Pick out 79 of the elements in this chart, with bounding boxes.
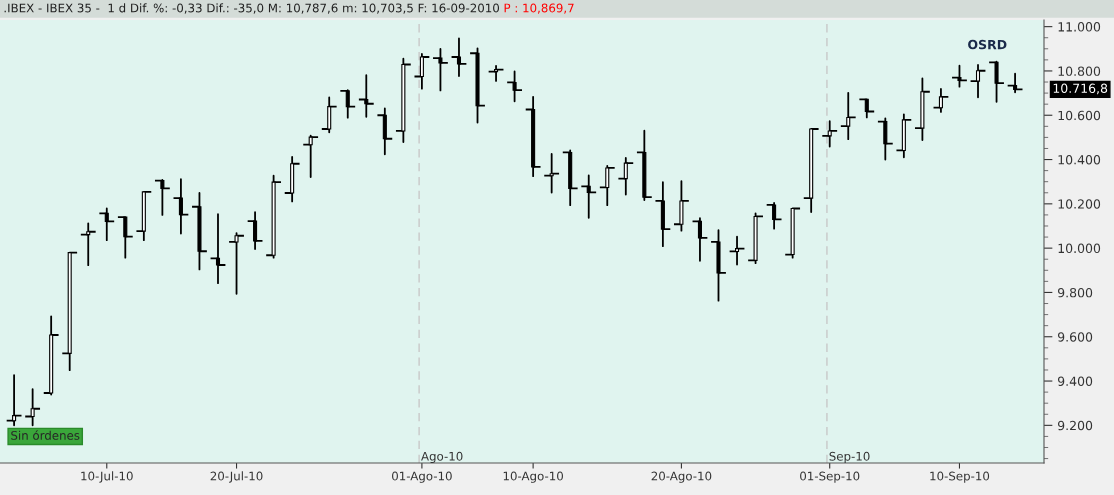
candlestick [450, 37, 468, 77]
candlestick [246, 211, 264, 250]
candlestick [598, 165, 616, 207]
candlestick [154, 179, 171, 216]
y-tick-label: 10.000 [1058, 243, 1101, 254]
ref-line-label: Sep-10 [829, 451, 870, 463]
annotation: Sin órdenes [11, 430, 80, 440]
candlestick [42, 315, 60, 396]
candlestick [580, 174, 598, 219]
ref-line-label: Ago-10 [421, 451, 463, 463]
chart-subtitle: P : 10,869,7 [504, 3, 574, 14]
candlestick [969, 64, 987, 99]
candlestick [858, 98, 876, 119]
candlestick [821, 120, 839, 148]
y-tick-label: 9.200 [1057, 420, 1093, 431]
candlestick [728, 235, 746, 266]
x-tick-label: 10-Sep-10 [930, 471, 990, 483]
x-tick-label: 10-Ago-10 [503, 471, 563, 483]
candlestick [24, 388, 41, 427]
candlestick [209, 213, 227, 285]
y-tick-label: 9.800 [1057, 287, 1093, 298]
candlestick [1006, 72, 1024, 94]
candlestick [61, 251, 79, 372]
x-tick-label: 20-Jul-10 [210, 471, 263, 483]
y-tick-label: 10.200 [1058, 199, 1101, 209]
x-tick-label: 01-Ago-10 [392, 471, 452, 483]
candlestick [395, 57, 412, 143]
candlestick [191, 192, 208, 271]
x-tick-label: 01-Sep-10 [800, 471, 860, 483]
candlestick [320, 96, 338, 134]
candlestick [895, 113, 913, 159]
candlestick [988, 60, 1005, 103]
y-tick-label: 11.000 [1058, 22, 1101, 32]
candlestick [914, 77, 931, 141]
candlestick [79, 222, 97, 267]
candlestick [469, 47, 486, 124]
candlestick [432, 48, 449, 92]
y-tick-label: 9.600 [1057, 332, 1093, 342]
candlestick [98, 207, 116, 242]
chart-title: .IBEX - IBEX 35 - 1 d Dif. %: -0,33 Dif.: -35,0 M: 10,787,6 m: 10,703,5 F: 16-09-2010 [4, 3, 500, 14]
candlestick [617, 157, 635, 196]
candlestick [172, 178, 190, 235]
candlestick [5, 374, 23, 427]
candlestick [506, 70, 523, 103]
candlestick [265, 174, 282, 259]
candlestick [283, 155, 301, 203]
candlestick [543, 153, 560, 194]
candlestick [135, 190, 153, 242]
candlestick [691, 217, 709, 262]
candlestick [747, 212, 764, 265]
y-tick-label: 10.800 [1058, 66, 1101, 76]
candlestick [932, 87, 950, 113]
x-tick-label: 20-Ago-10 [651, 471, 712, 483]
candlestick [765, 202, 783, 230]
candlestick [357, 74, 375, 118]
candlestick [339, 89, 357, 119]
y-tick-label: 10.400 [1058, 155, 1101, 165]
candlestick [302, 134, 319, 178]
candlestick [839, 91, 857, 141]
candlestick [673, 180, 690, 232]
candlestick [951, 64, 968, 88]
y-tick-label: 10.600 [1058, 110, 1101, 121]
annotation: OSRD [968, 39, 1007, 50]
candlestick [524, 95, 542, 178]
candlestick [228, 232, 245, 295]
candlestick [116, 216, 134, 259]
candlestick [802, 128, 820, 213]
candlestick [376, 107, 394, 156]
candlestick [654, 181, 672, 248]
candlestick [877, 117, 894, 161]
x-tick-label: 10-Jul-10 [81, 471, 133, 483]
candlestick [784, 207, 801, 259]
candlestick [636, 129, 653, 201]
candlestick [413, 52, 431, 90]
candlestick [710, 229, 727, 302]
candlestick [487, 64, 505, 82]
text: 10.716,8 [1053, 83, 1108, 95]
y-tick-label: 9.400 [1057, 376, 1093, 386]
candlestick [561, 149, 579, 207]
